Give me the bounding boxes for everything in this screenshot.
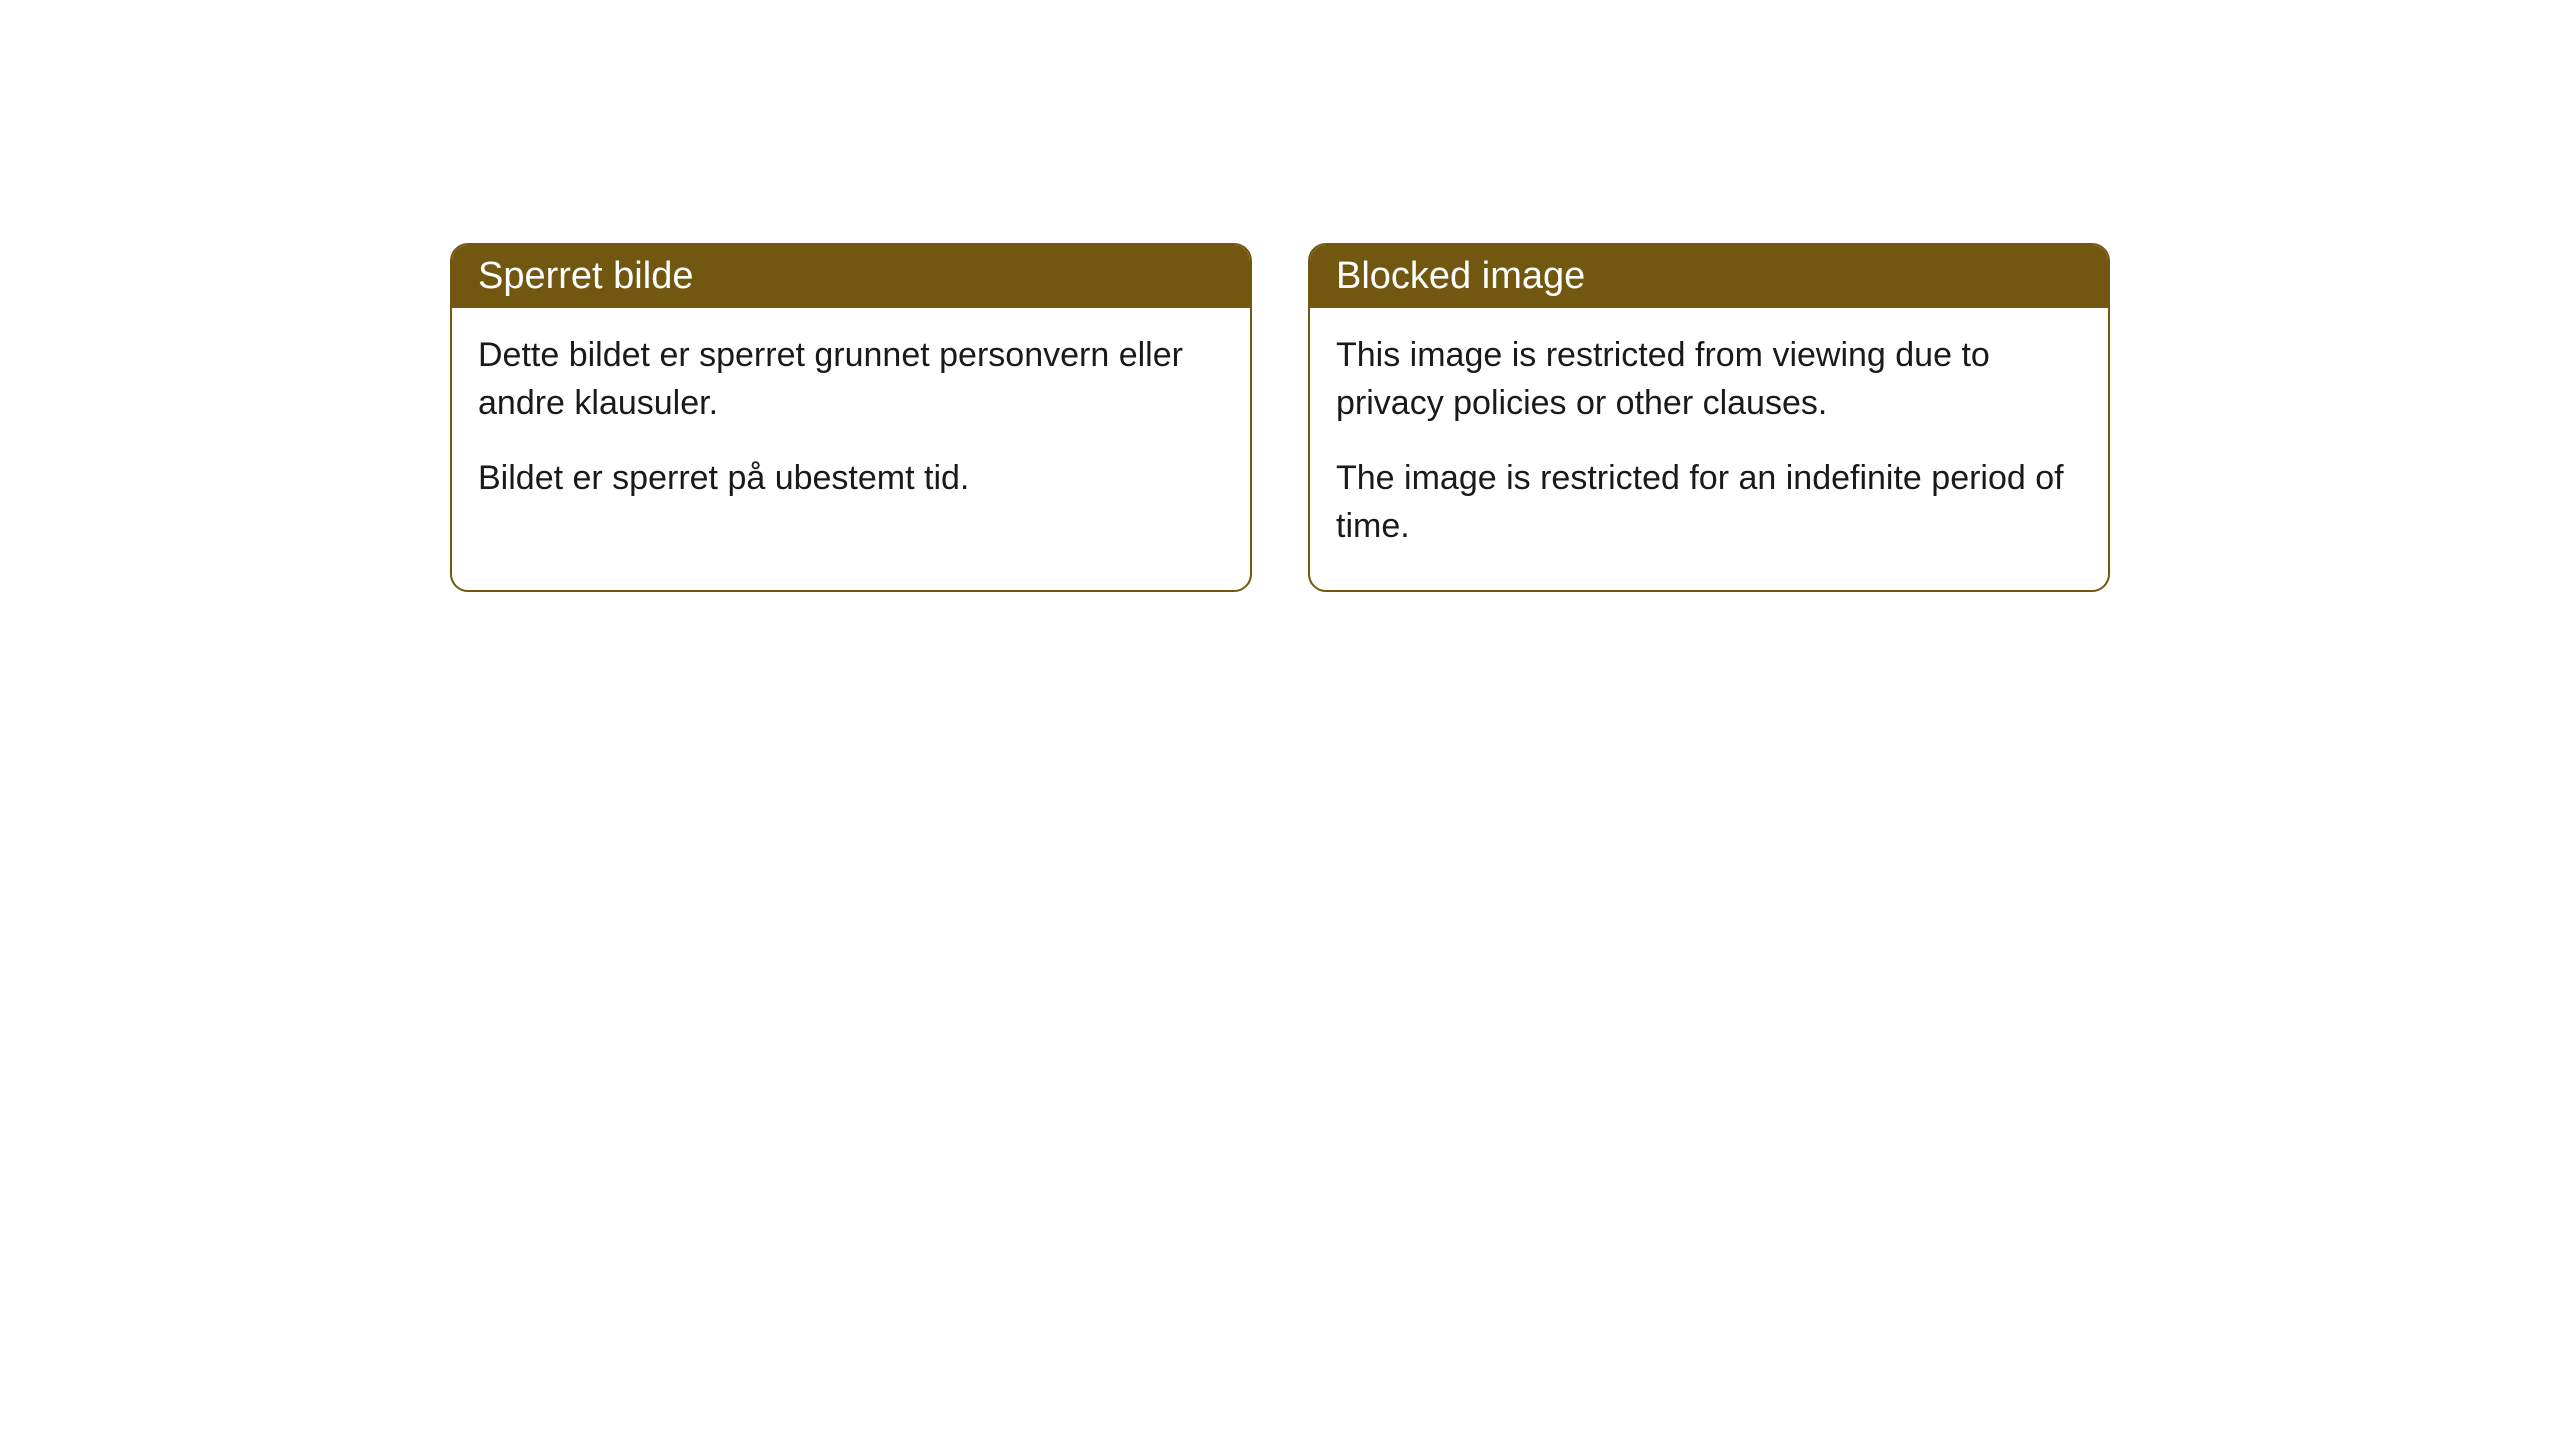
card-text-1: This image is restricted from viewing du… — [1336, 332, 2082, 427]
card-text-2: Bildet er sperret på ubestemt tid. — [478, 455, 1224, 503]
card-text-2: The image is restricted for an indefinit… — [1336, 455, 2082, 550]
cards-container: Sperret bilde Dette bildet er sperret gr… — [450, 243, 2110, 592]
card-text-1: Dette bildet er sperret grunnet personve… — [478, 332, 1224, 427]
card-header-norwegian: Sperret bilde — [452, 245, 1250, 308]
card-body-english: This image is restricted from viewing du… — [1310, 308, 2108, 590]
card-title: Blocked image — [1336, 255, 1585, 297]
card-title: Sperret bilde — [478, 255, 693, 297]
card-header-english: Blocked image — [1310, 245, 2108, 308]
blocked-image-card-english: Blocked image This image is restricted f… — [1308, 243, 2110, 592]
blocked-image-card-norwegian: Sperret bilde Dette bildet er sperret gr… — [450, 243, 1252, 592]
card-body-norwegian: Dette bildet er sperret grunnet personve… — [452, 308, 1250, 543]
